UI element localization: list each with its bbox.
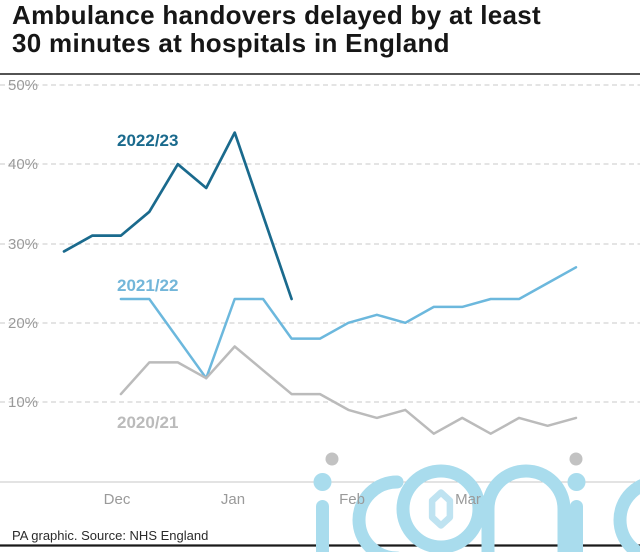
svg-text:Mar: Mar [455,491,481,508]
svg-text:2020/21: 2020/21 [117,413,178,432]
svg-text:30%: 30% [8,236,38,253]
svg-text:50%: 50% [8,77,38,94]
svg-text:40%: 40% [8,156,38,173]
svg-text:Feb: Feb [339,491,365,508]
svg-text:2022/23: 2022/23 [117,131,178,150]
svg-text:10%: 10% [8,394,38,411]
svg-text:Dec: Dec [104,491,131,508]
svg-text:Jan: Jan [221,491,245,508]
svg-text:2021/22: 2021/22 [117,276,178,295]
svg-text:20%: 20% [8,315,38,332]
